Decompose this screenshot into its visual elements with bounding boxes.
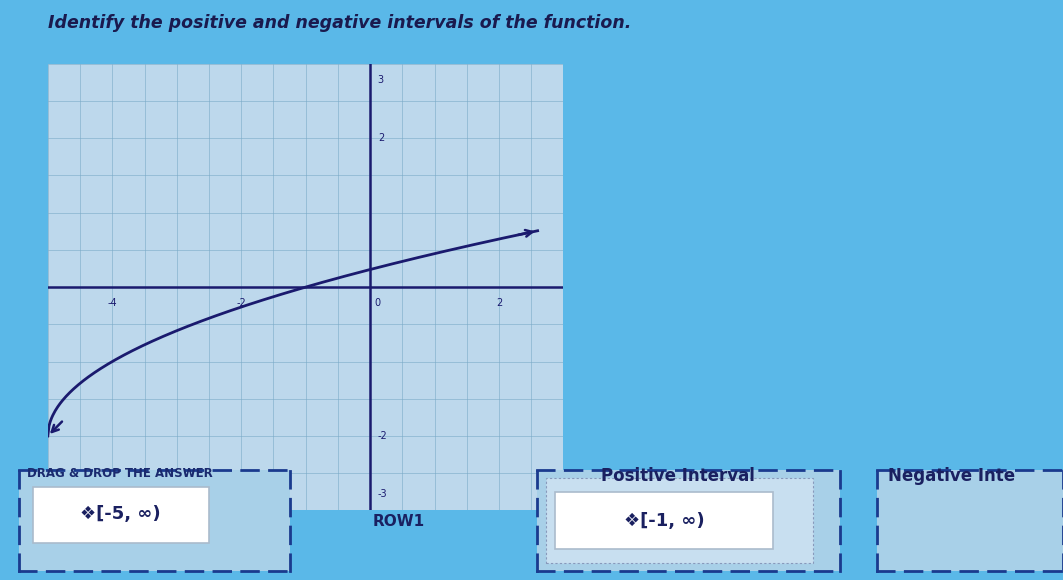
Text: 2: 2	[377, 133, 384, 143]
Text: -2: -2	[377, 431, 388, 441]
Text: Identify the positive and negative intervals of the function.: Identify the positive and negative inter…	[48, 14, 631, 32]
FancyBboxPatch shape	[33, 487, 208, 543]
Text: Negative Inte: Negative Inte	[888, 467, 1015, 485]
Text: -2: -2	[236, 298, 246, 308]
FancyBboxPatch shape	[555, 492, 773, 549]
Text: 0: 0	[375, 298, 381, 308]
Text: -3: -3	[377, 490, 387, 499]
Text: ❖[-5, ∞): ❖[-5, ∞)	[81, 505, 162, 524]
Text: 2: 2	[495, 298, 502, 308]
FancyBboxPatch shape	[546, 478, 812, 563]
Text: DRAG & DROP THE ANSWER: DRAG & DROP THE ANSWER	[27, 467, 213, 480]
Text: 3: 3	[377, 75, 384, 85]
Text: ❖[-1, ∞): ❖[-1, ∞)	[624, 512, 705, 530]
Text: Positive Interval: Positive Interval	[601, 467, 755, 485]
Text: -4: -4	[107, 298, 117, 308]
Text: ROW1: ROW1	[372, 514, 425, 530]
